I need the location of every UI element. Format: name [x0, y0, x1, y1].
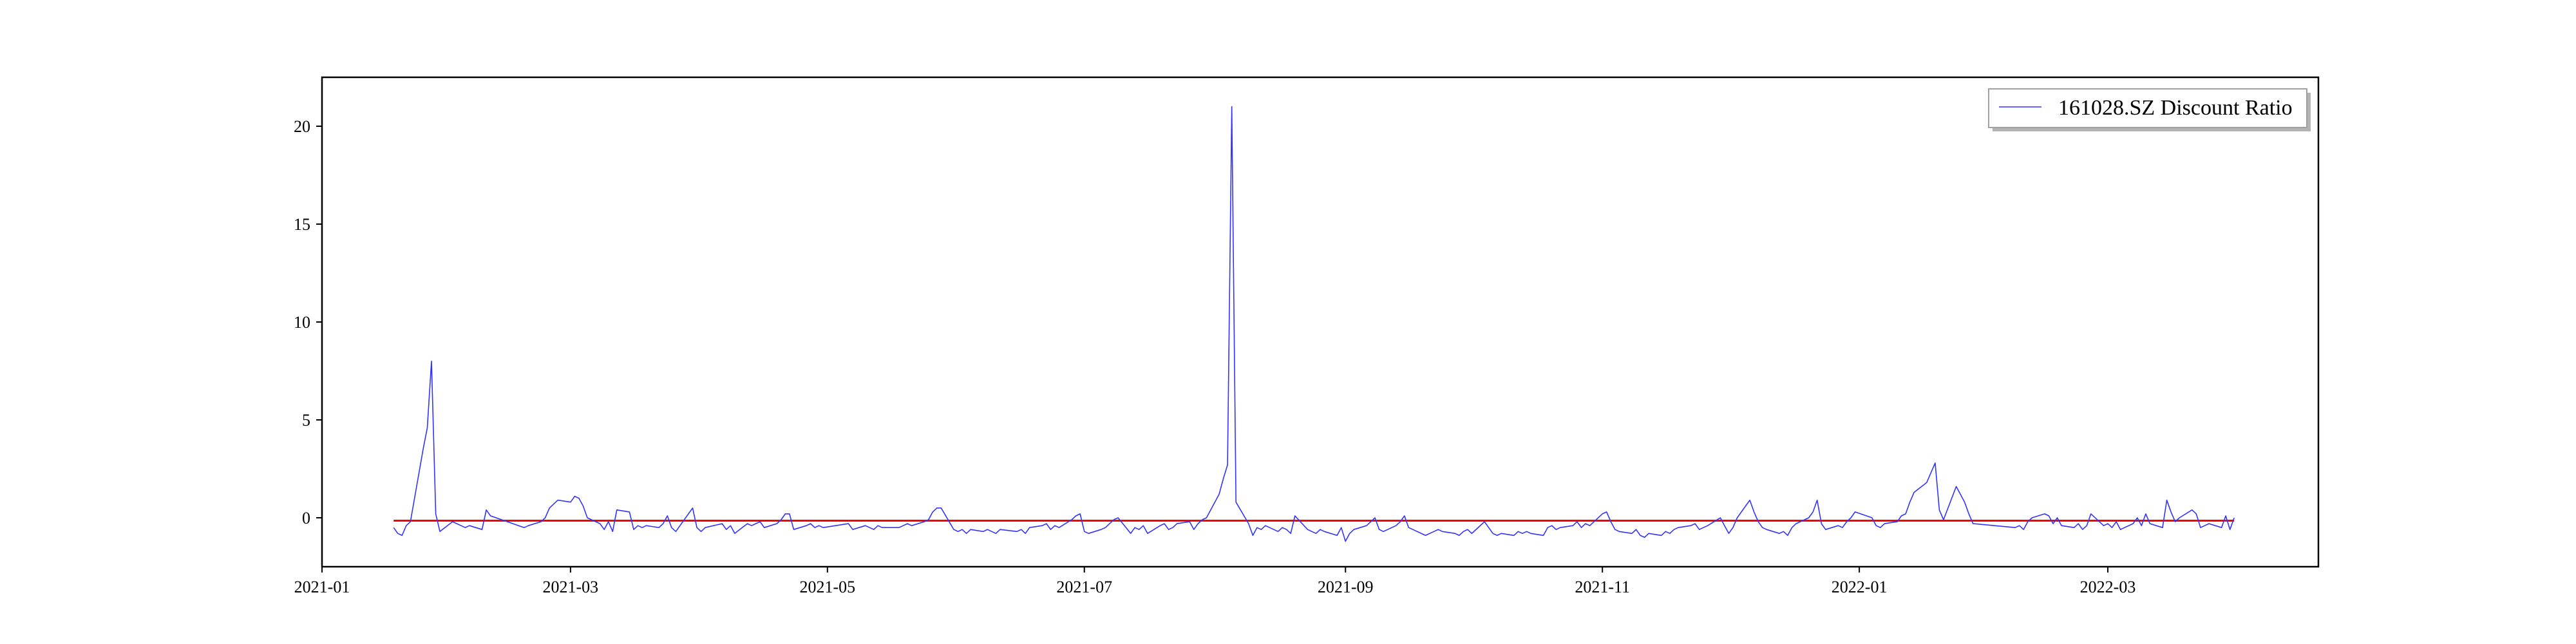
- y-axis: 0 5 10 15 20: [294, 117, 322, 527]
- x-tick-label: 2021-07: [1056, 578, 1112, 596]
- y-tick-label: 20: [294, 117, 310, 136]
- y-tick-label: 5: [302, 411, 310, 430]
- x-tick-label: 2021-01: [294, 578, 350, 596]
- x-axis: 2021-01 2021-03 2021-05 2021-07 2021-09 2021-…: [294, 567, 2136, 596]
- y-tick-label: 0: [302, 509, 310, 527]
- legend: 161028.SZ Discount Ratio: [1988, 88, 2311, 131]
- x-tick-label: 2021-05: [799, 578, 855, 596]
- plot-frame: [321, 76, 2320, 568]
- series-line-0: [393, 106, 2235, 542]
- y-tick-label: 15: [294, 215, 310, 234]
- x-tick-label: 2021-09: [1318, 578, 1374, 596]
- legend-box: [1988, 88, 2307, 128]
- x-tick-label: 2021-11: [1575, 578, 1630, 596]
- x-tick-label: 2022-01: [1832, 578, 1888, 596]
- x-tick-label: 2022-03: [2080, 578, 2136, 596]
- y-tick-label: 10: [294, 313, 310, 332]
- legend-label: 161028.SZ Discount Ratio: [2058, 96, 2293, 120]
- x-tick-label: 2021-03: [543, 578, 599, 596]
- plot-area: [321, 76, 2320, 568]
- series-layer: [393, 106, 2235, 542]
